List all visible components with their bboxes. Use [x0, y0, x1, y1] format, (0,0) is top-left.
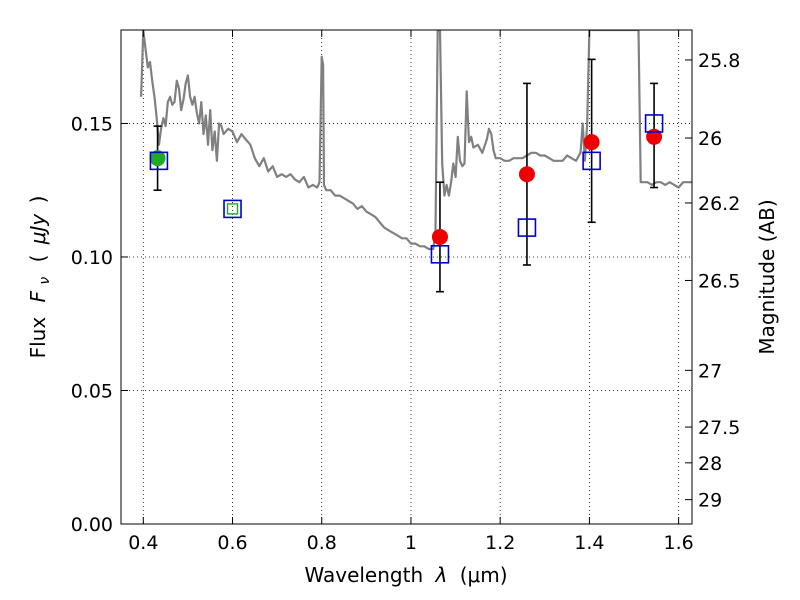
x-axis-symbol: λ	[435, 563, 448, 587]
y-axis-title: Flux F ν ( μJy )	[26, 196, 54, 359]
y-axis-symbol-sub: ν	[37, 277, 53, 285]
x-tick-label: 1	[405, 532, 417, 554]
x-tick-label: 1.2	[485, 532, 515, 554]
y2-tick-label: 27.5	[698, 417, 740, 439]
y-tick-label: 0.10	[71, 247, 113, 269]
y-axis-paren-open: (	[26, 255, 50, 263]
x-tick-label: 0.8	[307, 532, 337, 554]
y-axis-symbol: F	[26, 290, 50, 302]
y2-tick-label: 27	[698, 360, 722, 382]
grid	[121, 30, 692, 525]
observed-point	[431, 228, 448, 245]
y-axis-title-text: Flux	[26, 317, 50, 359]
y-tick-label: 0.15	[71, 113, 113, 135]
y2-axis-title: Magnitude (AB)	[755, 199, 779, 354]
observed-point	[518, 166, 535, 183]
y-axis-unit: μJy	[26, 213, 50, 246]
model-square-marker	[430, 245, 450, 264]
x-axis-title-text: Wavelength	[304, 563, 423, 587]
y-axis-paren-close: )	[26, 196, 50, 204]
x-axis-unit: (μm)	[460, 563, 508, 587]
model-square-marker	[644, 114, 664, 133]
model-squares-layer	[149, 114, 664, 264]
observed-point	[646, 128, 663, 145]
y2-tick-label: 26.5	[698, 270, 740, 292]
x-tick-label: 0.4	[128, 532, 158, 554]
ticks-layer: 0.4 0.6 0.8 1 1.2 1.4 1.6 0.00 0.05 0.10 0.15 25.8 2…	[71, 30, 740, 554]
x-tick-label: 1.6	[664, 532, 694, 554]
plot-frame	[120, 29, 693, 525]
model-square-marker	[517, 218, 537, 237]
observed-point-square	[226, 203, 239, 215]
spectrum-line	[140, 30, 692, 251]
x-tick-label: 0.6	[217, 532, 247, 554]
y-tick-label: 0.00	[71, 514, 113, 536]
model-square-marker	[582, 151, 601, 171]
y-tick-label: 0.05	[71, 380, 113, 402]
y2-tick-label: 28	[698, 453, 722, 475]
model-square-marker	[223, 199, 242, 219]
y2-tick-label: 29	[698, 490, 722, 512]
spectrum-layer	[140, 30, 692, 251]
model-square-marker	[149, 151, 169, 171]
x-tick-label: 1.4	[574, 532, 604, 554]
x-axis-title: Wavelength λ (μm)	[304, 563, 507, 587]
y2-tick-label: 26.2	[698, 193, 740, 215]
points-layer	[149, 128, 663, 245]
observed-point	[583, 134, 600, 151]
y2-tick-label: 26	[698, 128, 722, 150]
y2-tick-label: 25.8	[698, 50, 740, 72]
